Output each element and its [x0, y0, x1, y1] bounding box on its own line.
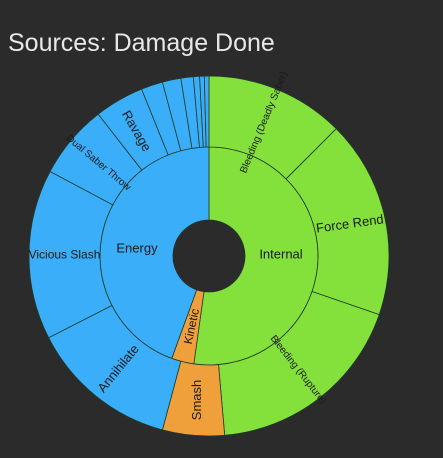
outer-label-vicious-slash: Vicious Slash — [29, 248, 101, 262]
inner-label-internal: Internal — [259, 247, 302, 262]
chart-title: Sources: Damage Done — [8, 29, 275, 57]
outer-segment-13[interactable] — [203, 75, 210, 148]
inner-label-energy: Energy — [116, 241, 158, 256]
outer-label-smash: Smash — [189, 380, 204, 420]
center-hole — [173, 220, 245, 292]
outer-ring — [28, 75, 390, 437]
